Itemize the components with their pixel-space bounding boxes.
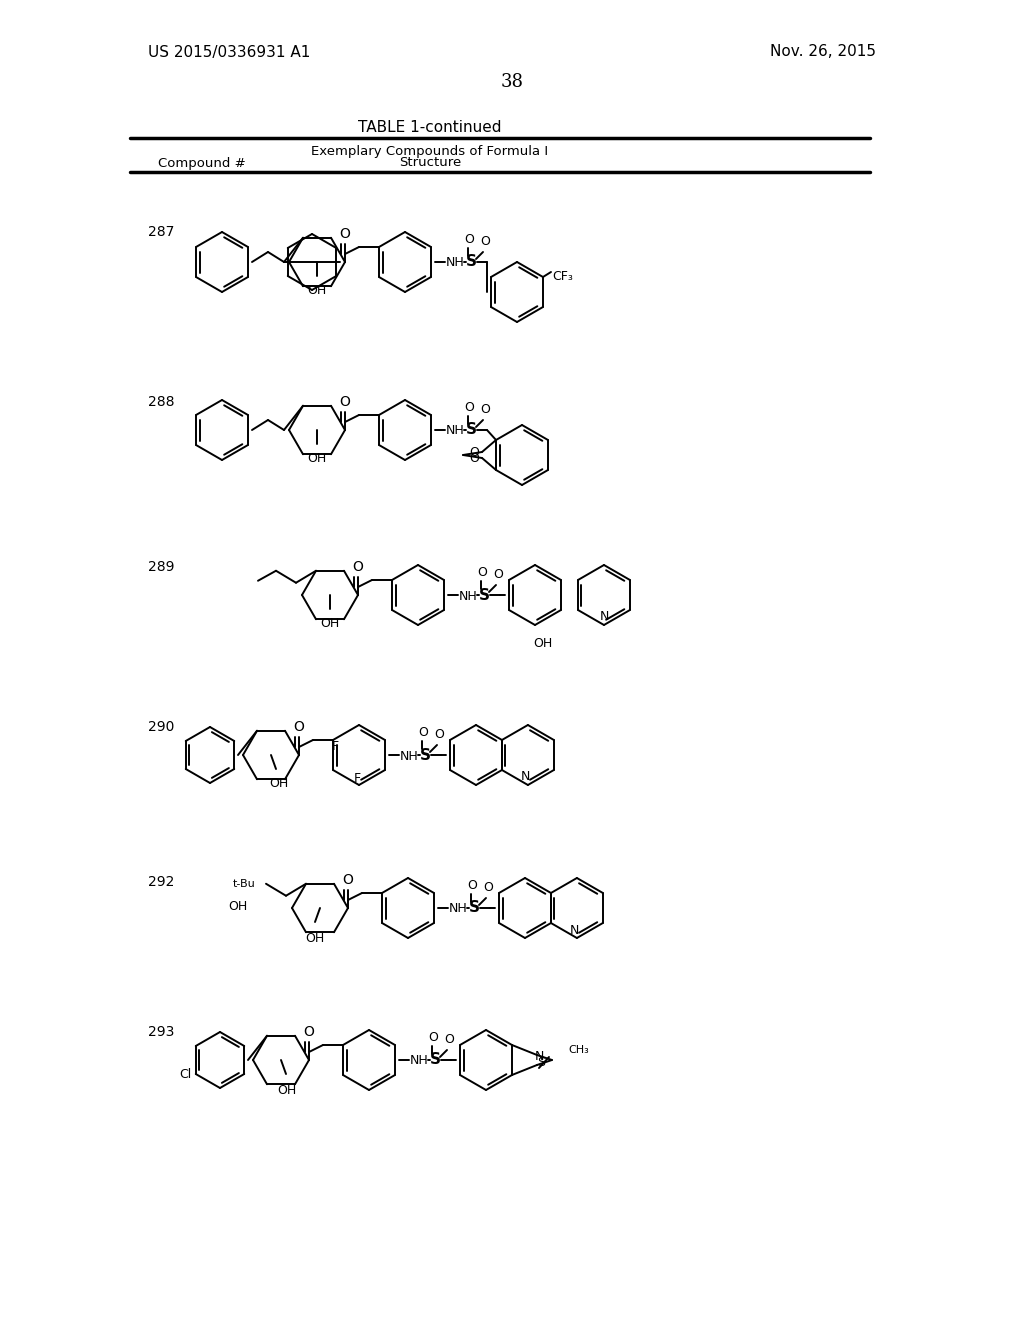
Text: O: O [434, 729, 444, 741]
Text: Exemplary Compounds of Formula I: Exemplary Compounds of Formula I [311, 145, 549, 158]
Text: O: O [480, 235, 489, 248]
Text: F: F [332, 739, 339, 752]
Text: NH: NH [459, 590, 477, 602]
Text: 292: 292 [148, 875, 174, 888]
Text: O: O [483, 880, 493, 894]
Text: O: O [464, 234, 474, 246]
Text: NH: NH [445, 256, 464, 269]
Text: O: O [418, 726, 428, 739]
Text: Compound #: Compound # [158, 157, 246, 169]
Text: NH: NH [410, 1055, 428, 1068]
Text: NH: NH [445, 425, 464, 437]
Text: Nov. 26, 2015: Nov. 26, 2015 [770, 45, 876, 59]
Text: S: S [466, 255, 476, 269]
Text: S: S [469, 900, 479, 916]
Text: N: N [521, 771, 530, 784]
Text: CF₃: CF₃ [552, 271, 572, 284]
Text: O: O [467, 879, 477, 892]
Text: N: N [570, 924, 580, 936]
Text: 289: 289 [148, 560, 174, 574]
Text: OH: OH [321, 616, 340, 630]
Text: S: S [466, 422, 476, 437]
Text: O: O [343, 873, 353, 887]
Text: O: O [340, 227, 350, 242]
Text: t-Bu: t-Bu [232, 879, 255, 888]
Text: O: O [352, 560, 364, 574]
Text: O: O [494, 568, 503, 581]
Text: F: F [353, 772, 360, 785]
Text: S: S [420, 747, 430, 763]
Text: S: S [478, 587, 489, 602]
Text: N: N [535, 1051, 544, 1064]
Text: OH: OH [307, 451, 327, 465]
Text: O: O [428, 1031, 438, 1044]
Text: OH: OH [269, 777, 289, 789]
Text: O: O [469, 446, 479, 458]
Text: O: O [464, 401, 474, 414]
Text: US 2015/0336931 A1: US 2015/0336931 A1 [148, 45, 310, 59]
Text: NH: NH [449, 903, 467, 916]
Text: 287: 287 [148, 224, 174, 239]
Text: OH: OH [307, 284, 327, 297]
Text: O: O [340, 395, 350, 409]
Text: OH: OH [305, 932, 325, 945]
Text: OH: OH [534, 638, 553, 649]
Text: 293: 293 [148, 1026, 174, 1039]
Text: OH: OH [228, 900, 248, 912]
Text: O: O [477, 566, 487, 579]
Text: 38: 38 [501, 73, 523, 91]
Text: OH: OH [278, 1084, 297, 1097]
Text: NH: NH [399, 750, 419, 763]
Text: O: O [480, 403, 489, 416]
Text: O: O [444, 1034, 454, 1045]
Text: N: N [599, 610, 608, 623]
Text: TABLE 1-continued: TABLE 1-continued [358, 120, 502, 135]
Text: O: O [303, 1026, 314, 1039]
Text: Structure: Structure [399, 157, 461, 169]
Text: S: S [429, 1052, 440, 1068]
Text: S: S [537, 1056, 545, 1069]
Text: Cl: Cl [179, 1068, 191, 1081]
Text: O: O [294, 719, 304, 734]
Text: O: O [469, 451, 479, 465]
Text: 290: 290 [148, 719, 174, 734]
Text: 288: 288 [148, 395, 174, 409]
Text: CH₃: CH₃ [568, 1045, 589, 1055]
